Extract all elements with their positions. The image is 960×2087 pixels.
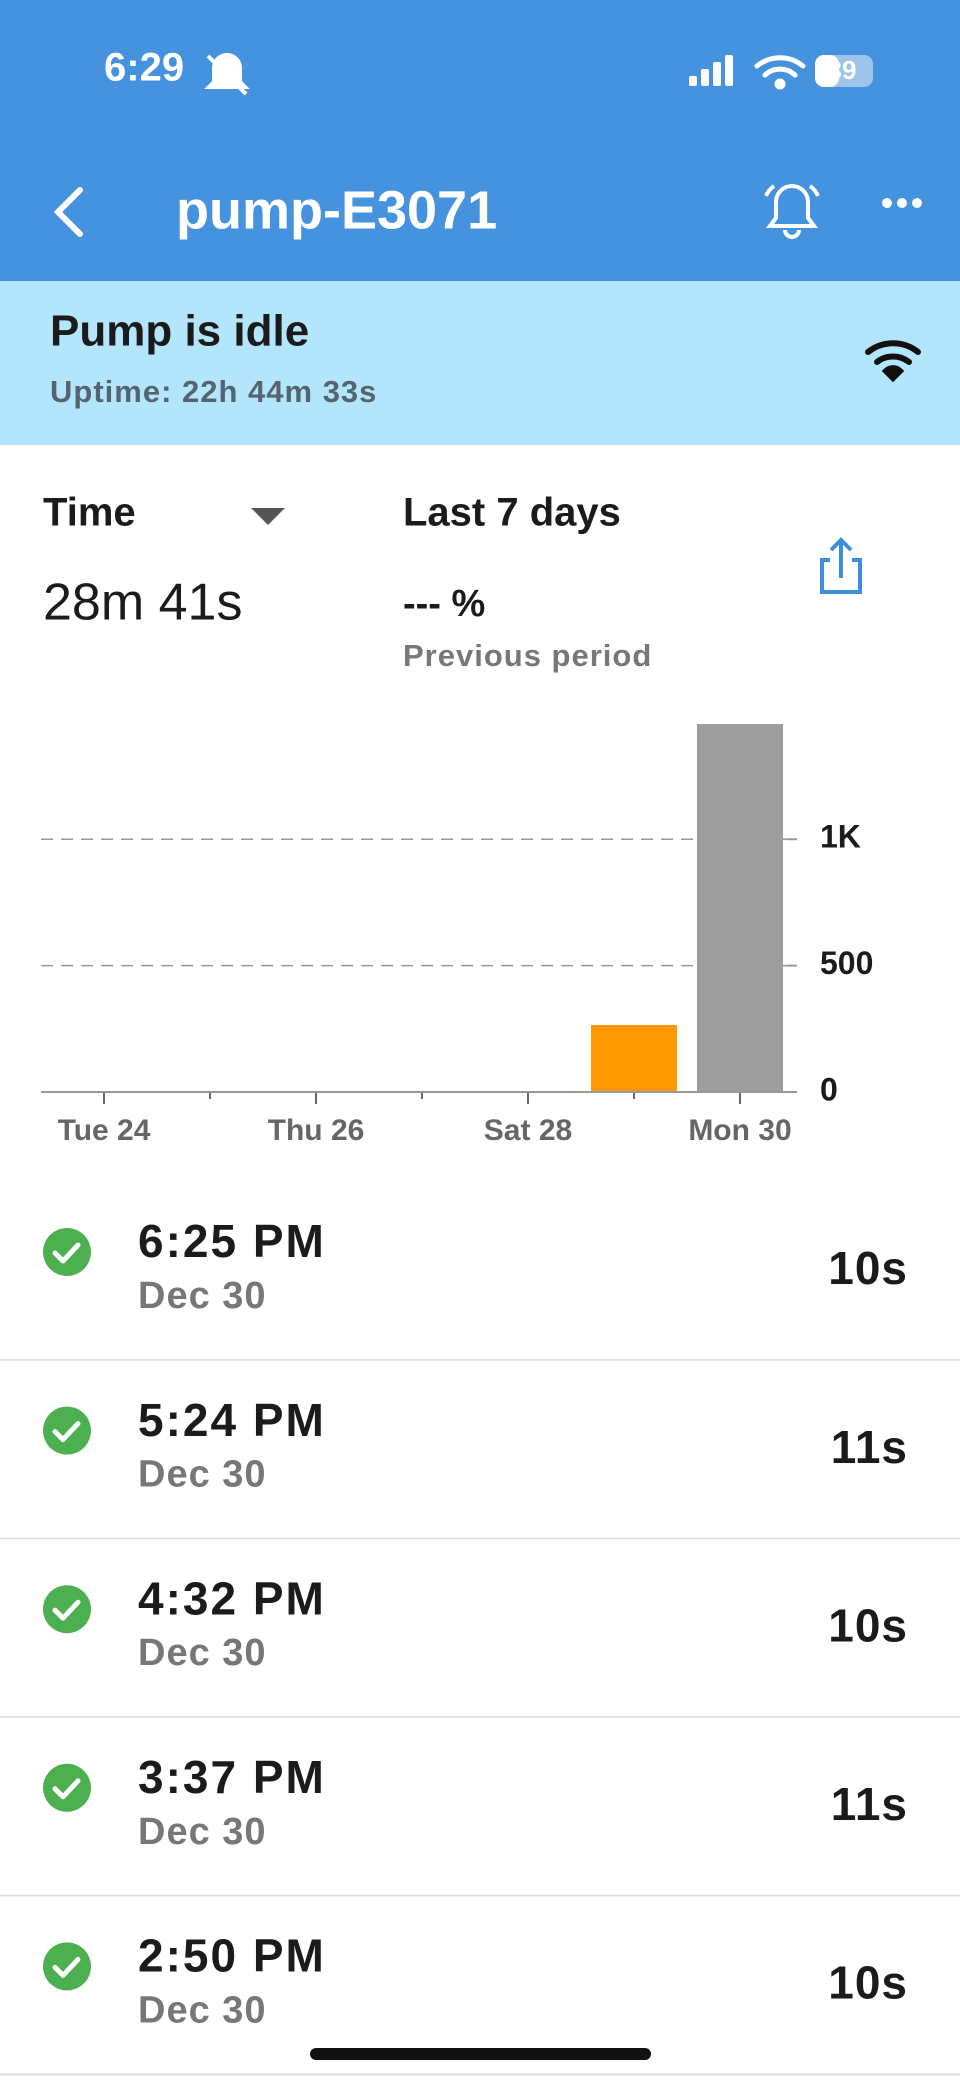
run-status-check: [52, 1421, 81, 1443]
run-row[interactable]: [0, 1360, 960, 1539]
home-indicator: [310, 2048, 651, 2060]
run-status-icon: [43, 1585, 91, 1634]
x-tick-label: Thu 26: [268, 1114, 365, 1147]
change-value: --- %: [403, 583, 485, 625]
run-row[interactable]: [0, 1896, 960, 2075]
pump-status: Pump is idle: [50, 307, 309, 356]
run-date: Dec 30: [138, 1632, 267, 1674]
run-status-check: [52, 1242, 81, 1264]
run-time: 2:50 PM: [138, 1930, 326, 1982]
run-status-icon: [43, 1942, 91, 1991]
run-date: Dec 30: [138, 1989, 267, 2031]
metric-dropdown[interactable]: [251, 508, 285, 525]
run-date: Dec 30: [138, 1275, 267, 1317]
back-button[interactable]: [53, 187, 83, 237]
run-status-check: [52, 1778, 81, 1800]
connection-icon: [865, 340, 921, 383]
share-button[interactable]: [820, 537, 862, 594]
battery-percent: 39: [828, 55, 857, 85]
battery-level: [815, 55, 839, 87]
run-row[interactable]: [0, 1717, 960, 1896]
run-status-icon: [43, 1763, 91, 1812]
more-button[interactable]: [882, 198, 922, 208]
y-tick-label: 1K: [820, 819, 861, 855]
x-tick-label: Tue 24: [58, 1114, 151, 1147]
device-title: pump-E3071: [176, 180, 497, 240]
signal-icon: [689, 55, 733, 86]
run-time: 4:32 PM: [138, 1572, 326, 1624]
run-date: Dec 30: [138, 1811, 267, 1853]
run-duration: 10s: [828, 1242, 908, 1294]
run-status-icon: [43, 1406, 91, 1455]
y-tick-label: 0: [820, 1071, 838, 1107]
x-tick-label: Mon 30: [688, 1114, 791, 1147]
run-time: 6:25 PM: [138, 1215, 326, 1267]
silent-icon: [204, 53, 250, 96]
run-time: 3:37 PM: [138, 1751, 326, 1803]
total-time: 28m 41s: [43, 574, 242, 632]
wifi-status-icon: [754, 55, 806, 90]
run-duration: 11s: [831, 1778, 908, 1830]
run-status-check: [52, 1599, 81, 1621]
metric-label: Time: [43, 491, 136, 535]
uptime: Uptime: 22h 44m 33s: [50, 374, 377, 409]
x-tick-label: Sat 28: [484, 1114, 572, 1147]
clock: 6:29: [104, 46, 184, 90]
run-time: 5:24 PM: [138, 1394, 326, 1446]
alarm-button[interactable]: [764, 184, 820, 239]
y-tick-label: 500: [820, 945, 873, 981]
period-label: Last 7 days: [403, 491, 621, 535]
bar: [697, 724, 783, 1092]
run-date: Dec 30: [138, 1454, 267, 1496]
status-banner: [0, 281, 960, 445]
run-row[interactable]: [0, 1182, 960, 1360]
bar: [591, 1025, 677, 1092]
change-label: Previous period: [403, 638, 652, 673]
run-duration: 10s: [828, 1599, 908, 1651]
run-status-check: [52, 1956, 81, 1978]
run-row[interactable]: [0, 1539, 960, 1718]
run-status-icon: [43, 1228, 91, 1276]
run-duration: 10s: [828, 1957, 908, 2009]
run-duration: 11s: [831, 1421, 908, 1473]
